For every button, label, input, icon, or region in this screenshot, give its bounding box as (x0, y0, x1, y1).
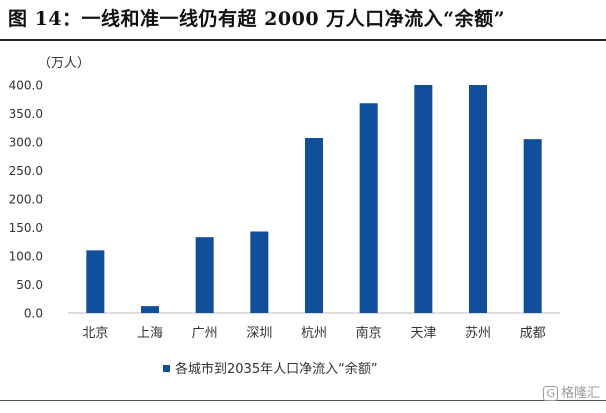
legend-swatch (163, 365, 170, 372)
y-tick-labels: 0.0 50.0 100.0 150.0 200.0 250.0 300.0 350.0 400… (9, 79, 43, 321)
x-tick-label: 上海 (137, 326, 163, 341)
bar (195, 237, 214, 313)
y-tick-label: 350.0 (9, 107, 43, 121)
watermark-text: 格隆汇 (560, 386, 600, 401)
page-title: 图 14：一线和准一线仍有超 2000 万人口净流入“余额” (8, 8, 506, 30)
bar (414, 85, 433, 313)
bar (305, 138, 323, 313)
legend: 各城市到2035年人口净流入“余额” (163, 361, 378, 377)
x-tick-label: 成都 (520, 326, 546, 341)
bar (523, 139, 542, 313)
x-tick-label: 杭州 (301, 326, 327, 341)
bar (469, 85, 487, 313)
y-tick-label: 100.0 (9, 250, 43, 264)
x-tick-label: 北京 (82, 326, 108, 341)
watermark-logo: G 格隆汇 (543, 382, 600, 401)
bar (250, 231, 269, 313)
bottom-rule (0, 400, 606, 401)
x-tick-label: 广州 (192, 326, 218, 341)
x-tick-labels: 北京 上海 广州 深圳 杭州 南京 天津 苏州 成都 (82, 325, 545, 341)
y-tick-label: 300.0 (9, 136, 43, 150)
x-tick-label: 南京 (356, 325, 382, 341)
title-bar: 图 14：一线和准一线仍有超 2000 万人口净流入“余额” (0, 0, 606, 41)
y-tick-label: 200.0 (9, 193, 43, 207)
y-tick-label: 50.0 (16, 278, 43, 292)
title-rule (0, 39, 606, 41)
legend-label: 各城市到2035年人口净流入“余额” (175, 361, 378, 377)
bars (86, 85, 542, 314)
y-tick-label: 150.0 (9, 221, 43, 235)
bar (141, 306, 159, 313)
x-tick-label: 深圳 (246, 326, 272, 341)
y-tick-label: 250.0 (9, 164, 43, 178)
bar (359, 103, 378, 314)
y-unit-label: （万人） (38, 56, 90, 71)
y-tick-label: 400.0 (9, 79, 43, 93)
x-tick-label: 苏州 (465, 325, 491, 341)
bar (86, 250, 105, 313)
x-tick-label: 天津 (410, 326, 436, 341)
watermark-badge: G (543, 386, 558, 401)
y-tick-label: 0.0 (24, 307, 43, 321)
